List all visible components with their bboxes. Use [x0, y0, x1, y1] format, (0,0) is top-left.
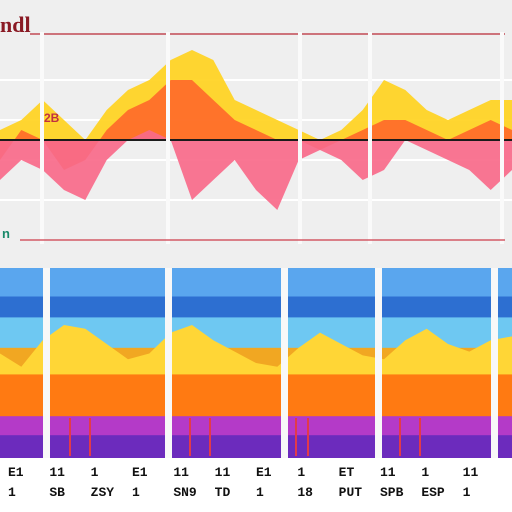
- bottom-divider-3: [375, 268, 382, 502]
- bottom-band-chart: E1 11 1 E1 11 11 E1 1 ET 11 1 111 SB ZSY 1 SN9 TD 1 18 PUT S…: [0, 268, 512, 512]
- bottom-divider-4: [491, 268, 498, 502]
- sub-label-8: PUT: [339, 485, 363, 500]
- tick-label-9: 11: [380, 465, 396, 480]
- bottom-divider-1: [165, 268, 172, 502]
- tick-label-8: ET: [339, 465, 355, 480]
- sub-label-7: 18: [297, 485, 313, 500]
- sub-label-11: 1: [463, 485, 471, 500]
- top-area-chart: [0, 32, 512, 244]
- bottom-divider-2: [281, 268, 288, 502]
- sub-label-6: 1: [256, 485, 264, 500]
- sub-label-2: ZSY: [91, 485, 115, 500]
- bottom-divider-0: [43, 268, 50, 502]
- tick-label-10: 1: [421, 465, 429, 480]
- sub-label-0: 1: [8, 485, 16, 500]
- tick-label-7: 1: [297, 465, 305, 480]
- bottom-series-area: [0, 325, 512, 375]
- tick-label-1: 11: [49, 465, 65, 480]
- corner-label: n: [2, 226, 10, 241]
- tick-label-5: 11: [215, 465, 231, 480]
- tick-label-11: 11: [463, 465, 479, 480]
- annotation-label: 2B: [44, 111, 60, 125]
- sub-label-3: 1: [132, 485, 140, 500]
- sub-label-10: ESP: [421, 485, 445, 500]
- tick-label-0: E1: [8, 465, 24, 480]
- sub-label-5: TD: [215, 485, 231, 500]
- sub-label-4: SN9: [173, 485, 197, 500]
- tick-label-3: E1: [132, 465, 148, 480]
- top-series-area-1: [0, 80, 512, 170]
- tick-label-6: E1: [256, 465, 272, 480]
- tick-label-4: 11: [173, 465, 189, 480]
- sub-label-1: SB: [49, 485, 65, 500]
- bottom-band-6: [0, 435, 512, 458]
- sub-label-9: SPB: [380, 485, 404, 500]
- chart-title: ndl: [0, 12, 31, 37]
- top-series-area-2: [0, 130, 512, 210]
- tick-label-2: 1: [91, 465, 99, 480]
- bottom-label-strip: [0, 458, 512, 512]
